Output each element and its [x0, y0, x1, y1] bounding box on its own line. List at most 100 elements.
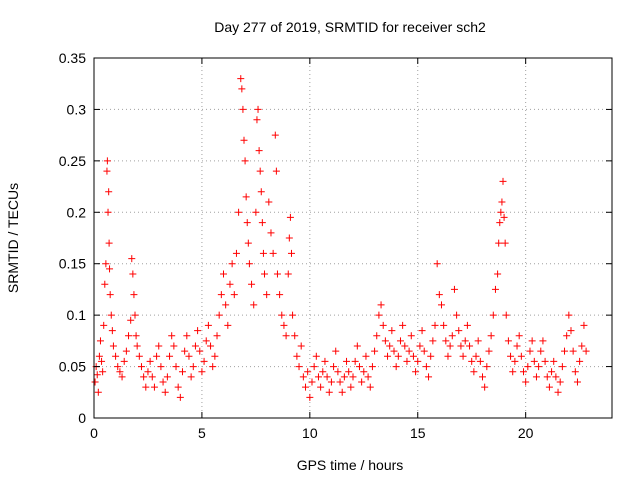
data-point [112, 352, 120, 360]
data-point [470, 368, 478, 376]
data-point [340, 373, 348, 381]
data-point [358, 378, 366, 386]
data-point [446, 342, 454, 350]
data-point [567, 327, 575, 335]
data-point [349, 373, 357, 381]
y-tick-label: 0.25 [59, 153, 86, 169]
data-point [319, 368, 327, 376]
data-point [267, 229, 275, 237]
data-point [172, 363, 180, 371]
data-point [196, 347, 204, 355]
data-point [287, 249, 295, 257]
data-point [501, 239, 509, 247]
data-point [317, 383, 325, 391]
data-point [248, 280, 256, 288]
data-point [310, 363, 318, 371]
y-axis-ticks: 0 0.05 0.1 0.15 0.2 0.25 0.3 0.35 [59, 50, 612, 426]
data-point [524, 363, 532, 371]
data-point [107, 311, 115, 319]
y-tick-label: 0.15 [59, 256, 86, 272]
data-point [373, 332, 381, 340]
data-point [450, 285, 458, 293]
data-point [509, 368, 517, 376]
data-point [498, 198, 506, 206]
data-point [507, 352, 515, 360]
data-point [285, 234, 293, 242]
data-point [515, 332, 523, 340]
data-point [405, 347, 413, 355]
data-point [539, 337, 547, 345]
data-point [474, 337, 482, 345]
data-point [91, 378, 99, 386]
data-point [132, 332, 140, 340]
data-point [135, 352, 143, 360]
data-point [269, 249, 277, 257]
data-point [105, 188, 113, 196]
x-tick-label: 20 [518, 425, 534, 441]
data-point [258, 219, 266, 227]
data-point [556, 378, 564, 386]
data-point [213, 332, 221, 340]
data-point [444, 352, 452, 360]
data-point [399, 321, 407, 329]
data-point [427, 352, 435, 360]
data-point [104, 208, 112, 216]
data-point [159, 378, 167, 386]
data-point [272, 167, 280, 175]
data-point [414, 357, 422, 365]
data-point [109, 342, 117, 350]
data-point [495, 239, 503, 247]
data-point [144, 368, 152, 376]
data-point [220, 270, 227, 278]
data-point [347, 383, 355, 391]
data-point [261, 270, 269, 278]
data-point [226, 280, 234, 288]
data-point [102, 260, 110, 268]
data-point [312, 352, 320, 360]
data-point [99, 368, 107, 376]
data-point [578, 342, 586, 350]
data-point [535, 363, 543, 371]
data-point [558, 363, 566, 371]
data-point [198, 368, 206, 376]
data-point [263, 291, 271, 299]
data-point [379, 321, 387, 329]
data-point [360, 368, 368, 376]
data-point [437, 301, 445, 309]
data-point [483, 363, 491, 371]
data-point [166, 352, 174, 360]
data-point [386, 342, 394, 350]
data-point [573, 378, 581, 386]
data-point [271, 131, 279, 139]
data-point [120, 357, 128, 365]
x-tick-label: 15 [410, 425, 426, 441]
data-point [457, 342, 465, 350]
data-point [168, 332, 176, 340]
data-point [244, 239, 252, 247]
data-point [183, 332, 191, 340]
data-point [543, 373, 551, 381]
data-point [130, 291, 138, 299]
data-point [409, 352, 417, 360]
data-point [295, 363, 303, 371]
data-point [499, 177, 507, 185]
data-point [541, 357, 549, 365]
data-point [297, 342, 305, 350]
data-point [580, 321, 588, 329]
data-point [343, 357, 351, 365]
data-point [100, 321, 108, 329]
data-point [453, 311, 461, 319]
data-point [330, 363, 338, 371]
data-point [254, 105, 262, 113]
data-point [242, 193, 250, 201]
data-point [146, 357, 154, 365]
y-tick-label: 0.2 [67, 204, 87, 220]
data-point [230, 291, 238, 299]
data-point [494, 270, 502, 278]
x-tick-label: 0 [90, 425, 98, 441]
data-point [106, 265, 114, 273]
data-point [388, 327, 396, 335]
y-tick-label: 0.35 [59, 50, 86, 66]
data-point [194, 327, 202, 335]
data-point [364, 373, 372, 381]
